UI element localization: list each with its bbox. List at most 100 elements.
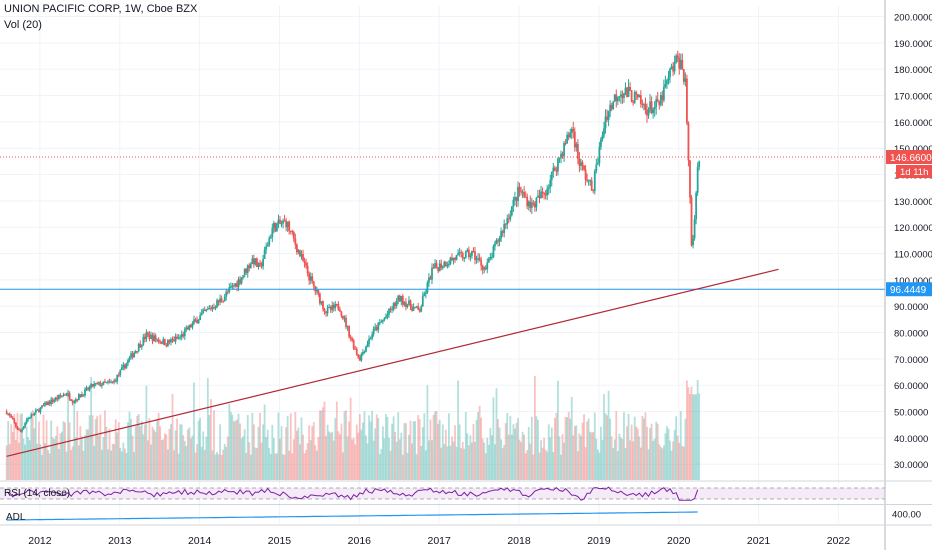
volume-bar (388, 437, 390, 480)
candle-body (578, 158, 581, 166)
candle-body (5, 411, 8, 414)
candle-body (653, 106, 656, 110)
volume-bar (340, 423, 343, 480)
volume-bar (41, 454, 43, 480)
candle-body (635, 92, 638, 95)
candle-body (322, 301, 324, 309)
y-tick-label: 80.0000 (894, 329, 928, 340)
candle-body (320, 301, 323, 304)
volume-bar (237, 413, 240, 480)
candle-body (209, 308, 212, 310)
volume-bar (696, 380, 699, 480)
candle-body (547, 187, 550, 189)
volume-bar (107, 449, 109, 480)
volume-bar (294, 411, 297, 480)
candle-body (451, 257, 453, 261)
candle-body (7, 413, 10, 415)
candle-body (452, 257, 455, 261)
adl-axis-label: 400.00 (892, 510, 921, 521)
candle-body (417, 306, 420, 310)
candle-body (283, 220, 286, 222)
candle-body (165, 345, 168, 347)
volume-bar (368, 415, 370, 480)
volume-bar (432, 414, 435, 480)
candle-body (572, 128, 575, 132)
candle-body (487, 258, 490, 263)
candle-body (639, 95, 642, 104)
volume-bar (564, 416, 567, 480)
candle-body (429, 277, 432, 280)
candle-body (484, 267, 487, 270)
candle-body (256, 258, 258, 268)
volume-bar (506, 412, 509, 480)
volume-bar (31, 410, 34, 480)
candle-body (348, 326, 350, 337)
candle-body (61, 395, 63, 397)
volume-bar (177, 453, 180, 480)
volume-bar (630, 424, 633, 480)
candle-body (68, 393, 71, 400)
candle-body (288, 221, 291, 232)
volume-bar (507, 434, 510, 480)
candle-body (375, 327, 378, 331)
candle-body (415, 306, 418, 308)
candle-body (343, 317, 346, 319)
volume-bar (483, 442, 486, 480)
candle-body (123, 364, 126, 369)
volume-bar (76, 411, 79, 480)
volume-bar (644, 412, 647, 480)
candle-body (33, 412, 36, 416)
candle-body (315, 289, 318, 292)
candle-body (113, 380, 116, 382)
volume-bar (102, 437, 105, 480)
candle-body (520, 191, 522, 193)
drawn-lines[interactable] (0, 156, 885, 457)
volume-bar (88, 415, 91, 480)
candle-body (455, 254, 458, 260)
candle-body (569, 132, 572, 138)
volume-bar (380, 448, 383, 480)
candle-body (646, 109, 648, 116)
candle-body (337, 304, 340, 310)
volume-bar (120, 451, 123, 480)
volume-bar (205, 436, 208, 480)
candle-body (148, 334, 151, 339)
volume-bar (320, 410, 323, 480)
volume-bar (206, 378, 209, 480)
candle-body (423, 294, 426, 297)
candle-body (282, 220, 284, 224)
candle-body (552, 167, 555, 173)
volume-bar (641, 416, 644, 480)
candle-body (398, 295, 401, 302)
candle-body (464, 251, 467, 258)
candle-body (426, 282, 429, 293)
candle-body (93, 383, 96, 387)
volume-bar (170, 424, 172, 480)
candle-body (532, 202, 535, 204)
volume-bar (538, 452, 541, 480)
volume-bar (383, 438, 386, 480)
volume-bar (151, 426, 154, 480)
volume-bar (449, 445, 452, 480)
volume-bar (518, 439, 521, 480)
volume-bar (653, 438, 656, 480)
candle-body (145, 332, 148, 340)
volume-bar (8, 444, 11, 480)
volume-bar (303, 453, 306, 480)
volume-bar (166, 449, 169, 480)
candle-body (418, 309, 421, 312)
candle-body (600, 139, 602, 147)
volume-bar (233, 421, 235, 480)
candle-body (366, 344, 369, 347)
candle-body (354, 348, 357, 350)
volume-bar (308, 425, 311, 480)
volume-bar (47, 450, 50, 480)
y-tick-label: 130.0000 (894, 197, 932, 208)
volume-bar (553, 418, 556, 480)
volume-bar (596, 449, 599, 480)
volume-bar (84, 435, 86, 480)
volume-bar (649, 427, 651, 480)
volume-bar (428, 440, 430, 480)
